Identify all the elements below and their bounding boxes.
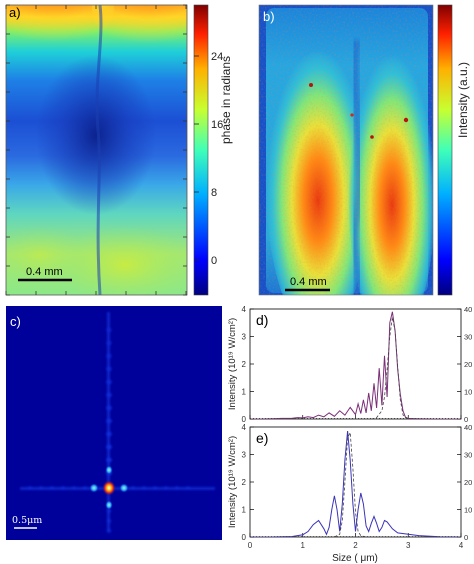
panel-b-colorbar [437, 4, 453, 296]
panel-a: 0.4 mm a) 24 16 8 0 phase in radians [5, 4, 233, 296]
panel-b-colorbar-label: Intensity (a.u.) [456, 62, 470, 138]
y-tick-label: 3 [242, 451, 247, 460]
y-tick-label: 3 [242, 333, 247, 342]
right-tick-label: 0 [464, 415, 468, 424]
panel-d-ylabel: Intensity (10¹⁹ W/cm²) [227, 318, 238, 410]
phase-map-image [6, 5, 187, 295]
right-tick-label: 40 [464, 305, 472, 314]
series-line-dashed [334, 430, 367, 537]
right-tick-label: 40 [464, 423, 472, 432]
y-tick-label: 4 [242, 305, 247, 314]
right-tick-label: 30 [464, 333, 472, 342]
panel-a-colorbar [193, 4, 209, 296]
panel-a-scale-text: 0.4 mm [26, 266, 63, 278]
y-tick-label: 1 [242, 388, 247, 397]
x-tick-label: 0 [248, 541, 253, 550]
panel-e-label: e) [256, 430, 268, 446]
intensity-image [259, 5, 433, 295]
right-tick-label: 30 [464, 451, 472, 460]
panel-a-colorbar-ticks: 24 16 8 0 [194, 51, 223, 267]
right-tick-label: 10 [464, 388, 472, 397]
colorbar-tick-label: 16 [211, 119, 223, 131]
y-tick-label: 0 [242, 533, 247, 542]
y-tick-label: 4 [242, 423, 247, 432]
x-tick-label: 1 [301, 541, 306, 550]
y-tick-label: 0 [242, 415, 247, 424]
series-line-dashed [371, 317, 409, 419]
right-tick-label: 10 [464, 506, 472, 515]
panel-a-colorbar-label: phase in radians [219, 56, 233, 144]
right-tick-label: 20 [464, 360, 472, 369]
series-line-solid [250, 311, 461, 419]
panel-c: 0.5μm c) [6, 306, 222, 540]
colorbar-tick-label: 24 [211, 51, 223, 63]
panel-d-label: d) [256, 312, 268, 328]
panel-a-frame-ticks [5, 4, 187, 296]
panel-c-label: c) [10, 314, 21, 329]
right-tick-label: 0 [464, 533, 468, 542]
panel-b-scale-text: 0.4 mm [290, 276, 327, 288]
focal-spot [102, 480, 116, 496]
panel-a-label: a) [9, 5, 21, 20]
y-tick-label: 2 [242, 478, 247, 487]
colorbar-tick-label: 0 [211, 255, 217, 267]
x-tick-label: 4 [459, 541, 464, 550]
panel-b-label: b) [263, 9, 275, 24]
x-tick-label: 3 [406, 541, 411, 550]
series-line-solid [250, 431, 461, 537]
focal-spot-image [6, 306, 222, 540]
y-tick-label: 2 [242, 360, 247, 369]
panel-e-xlabel: Size ( μm) [332, 553, 378, 564]
y-tick-label: 1 [242, 506, 247, 515]
panel-c-scale-text: 0.5μm [12, 515, 42, 526]
x-tick-label: 2 [353, 541, 358, 550]
panel-e-ylabel: Intensity (10¹⁹ W/cm²) [227, 436, 238, 528]
right-tick-label: 20 [464, 478, 472, 487]
colorbar-tick-label: 8 [211, 187, 217, 199]
panel-b: 0.4 mm b) Intensity (a.u.) [258, 4, 470, 296]
